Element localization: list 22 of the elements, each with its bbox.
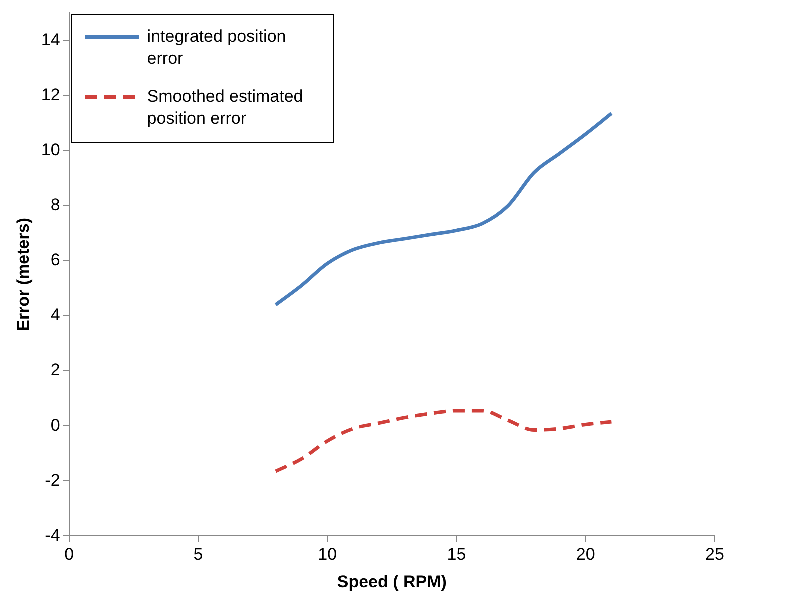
y-tick-label: 6 [50,250,60,270]
line-series [274,409,614,474]
y-tick-label: 8 [50,196,60,215]
x-tick-label: 25 [706,545,724,564]
y-tick-label: 2 [50,360,60,380]
legend-label: Smoothed estimated position error [147,86,304,128]
x-tick-label: 20 [576,545,596,564]
x-tick-label: 0 [64,545,74,564]
x-tick-label: 15 [447,545,466,564]
y-tick-label: -4 [45,526,60,545]
legend-label: integrated position error [147,26,286,68]
x-tick-label: 10 [318,545,338,564]
y-axis-title: Error (meters) [14,218,33,332]
y-tick-label: 4 [50,306,60,325]
y-tick-label: 14 [41,30,60,50]
y-tick-label: -2 [45,470,60,490]
y-tick-label: 0 [50,416,60,435]
x-axis-title: Speed ( RPM) [337,572,447,592]
line-series [274,112,614,307]
y-tick-label: 10 [41,140,60,160]
x-tick-label: 5 [194,545,204,564]
y-tick-label: 12 [41,85,60,104]
